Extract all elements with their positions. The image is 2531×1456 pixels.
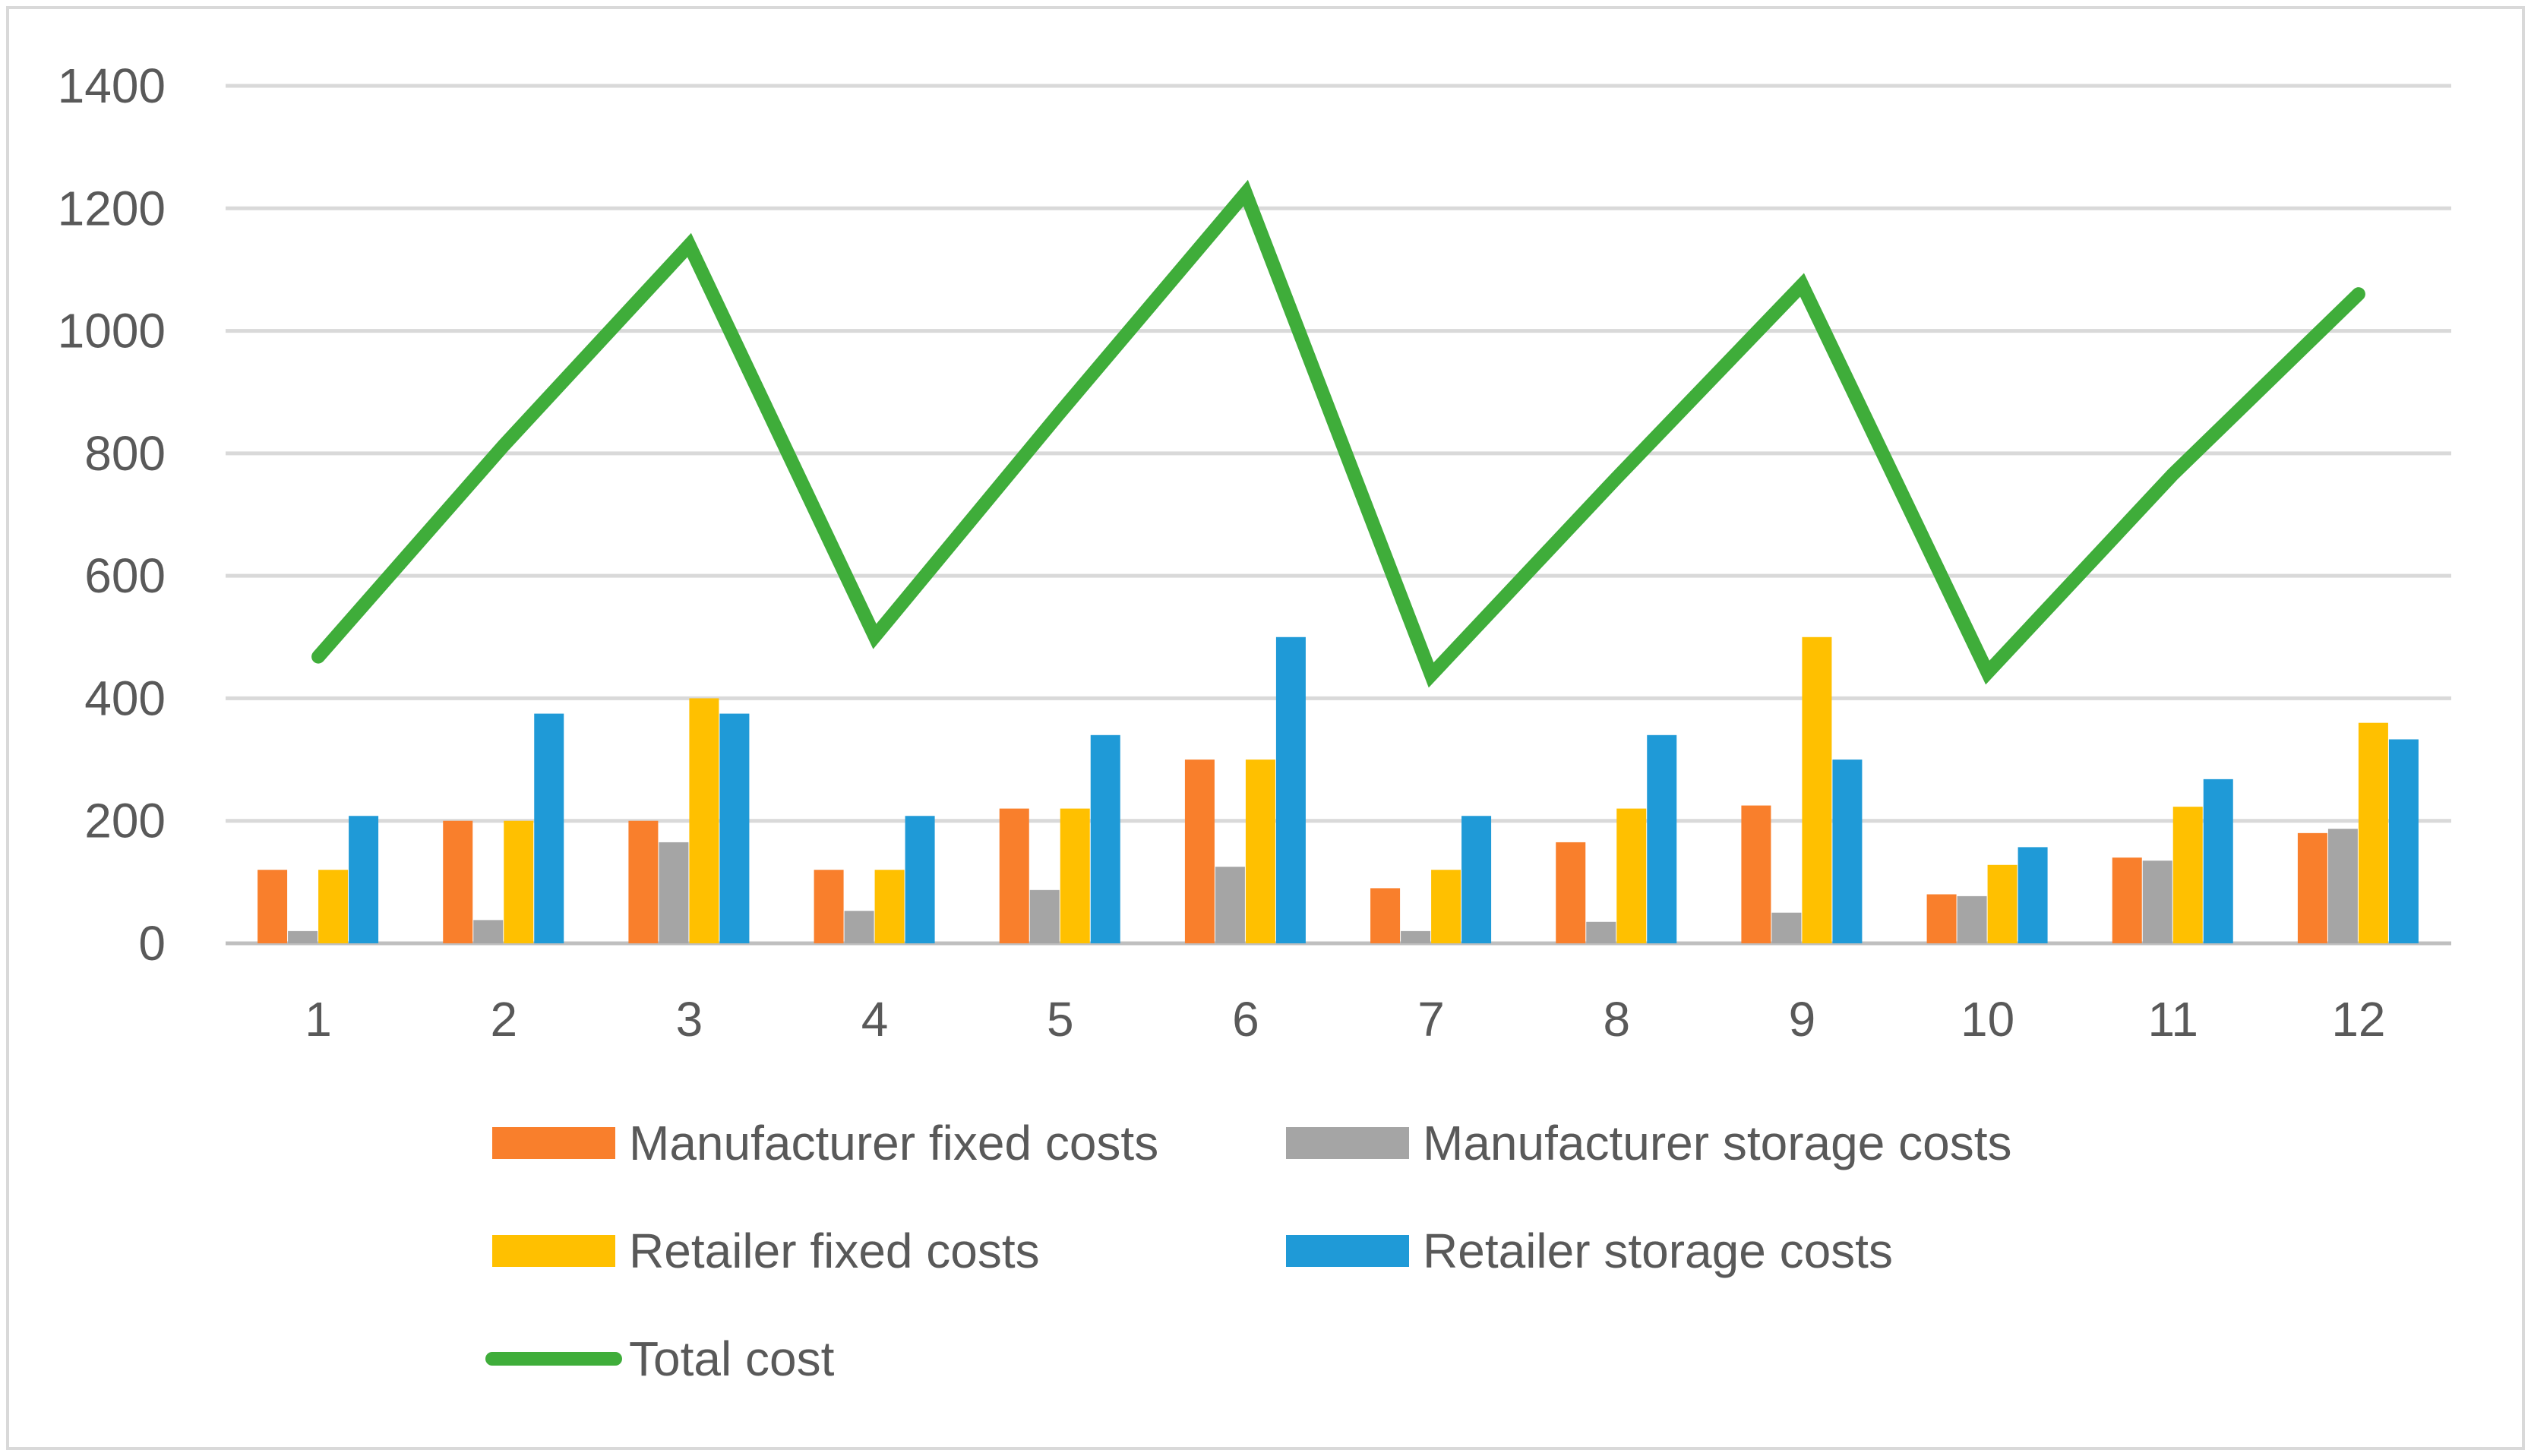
bar xyxy=(1060,808,1090,943)
bar xyxy=(689,698,719,943)
bar xyxy=(1771,912,1802,943)
y-tick-label: 1000 xyxy=(58,304,166,358)
bar xyxy=(1556,842,1586,943)
bar xyxy=(2018,847,2048,943)
bar xyxy=(2297,832,2327,943)
bar xyxy=(1401,930,1431,943)
bar xyxy=(1987,864,2018,943)
bar xyxy=(999,808,1029,943)
bar xyxy=(1090,734,1120,943)
line-point xyxy=(1987,672,1989,674)
legend-label: Manufacturer storage costs xyxy=(1423,1116,2011,1170)
bar xyxy=(2327,829,2358,943)
bar xyxy=(318,870,349,943)
legend-label: Retailer storage costs xyxy=(1423,1224,1893,1278)
bar xyxy=(1029,889,1060,943)
bar xyxy=(473,920,504,943)
legend-label: Manufacturer fixed costs xyxy=(629,1116,1158,1170)
bar xyxy=(2203,779,2233,943)
bar xyxy=(288,930,318,943)
x-tick-label: 1 xyxy=(305,992,332,1047)
x-tick-label: 10 xyxy=(1961,992,2014,1047)
bar xyxy=(349,816,379,943)
line-point xyxy=(1245,192,1247,194)
x-tick-label: 3 xyxy=(676,992,703,1047)
x-tick-label: 4 xyxy=(861,992,889,1047)
bar xyxy=(1431,870,1461,943)
bar xyxy=(1215,867,1245,943)
bar-series xyxy=(258,636,2419,943)
bar xyxy=(443,820,473,943)
bar xyxy=(844,911,874,943)
bar xyxy=(1184,760,1215,943)
bar xyxy=(1245,760,1275,943)
y-tick-label: 1400 xyxy=(58,58,166,113)
bar xyxy=(905,816,935,943)
bar xyxy=(874,870,905,943)
x-axis-ticks: 1 2 3 4 5 6 7 8 9 10 11 12 xyxy=(305,992,2385,1047)
bar xyxy=(504,820,534,943)
bar xyxy=(1802,636,1832,943)
y-tick-label: 0 xyxy=(138,916,166,971)
y-tick-label: 1200 xyxy=(58,181,166,235)
bar xyxy=(1275,636,1306,943)
x-tick-label: 11 xyxy=(2148,992,2198,1047)
bar xyxy=(1926,894,1957,943)
line-point xyxy=(2172,473,2174,475)
line-point xyxy=(2358,293,2359,295)
legend-swatch xyxy=(492,1235,615,1267)
bar xyxy=(2358,722,2388,943)
line-series xyxy=(311,179,2365,688)
bar xyxy=(659,842,689,943)
bar xyxy=(1647,734,1677,943)
bar xyxy=(1616,808,1647,943)
x-tick-label: 5 xyxy=(1047,992,1074,1047)
bar xyxy=(2142,861,2172,943)
line-point xyxy=(1801,284,1803,286)
bar xyxy=(2172,807,2203,943)
bar xyxy=(1741,805,1771,943)
y-tick-label: 800 xyxy=(84,426,166,481)
gridlines xyxy=(226,84,2451,946)
bar xyxy=(2388,739,2419,943)
bar xyxy=(534,713,564,943)
x-tick-label: 6 xyxy=(1232,992,1259,1047)
y-tick-label: 400 xyxy=(84,671,166,725)
chart-border xyxy=(6,6,2525,1450)
legend-swatch xyxy=(1286,1235,1409,1267)
bar xyxy=(1586,921,1616,943)
x-tick-label: 7 xyxy=(1417,992,1445,1047)
legend-swatch xyxy=(492,1127,615,1159)
x-tick-label: 9 xyxy=(1789,992,1816,1047)
series-line xyxy=(311,179,2365,688)
y-tick-label: 600 xyxy=(84,548,166,603)
bar xyxy=(628,820,659,943)
legend-swatch xyxy=(1286,1127,1409,1159)
y-axis-ticks: 0 200 400 600 800 1000 1200 1400 xyxy=(58,58,166,971)
bar xyxy=(1461,816,1492,943)
bar xyxy=(1370,888,1401,943)
x-tick-label: 12 xyxy=(2331,992,2385,1047)
legend-label: Retailer fixed costs xyxy=(629,1224,1040,1278)
y-tick-label: 200 xyxy=(84,794,166,848)
bar xyxy=(2112,857,2142,943)
x-tick-label: 2 xyxy=(490,992,517,1047)
legend-label: Total cost xyxy=(629,1331,835,1386)
bar xyxy=(719,713,750,943)
bar xyxy=(258,870,288,943)
line-point xyxy=(1430,674,1432,676)
bar xyxy=(1957,895,1987,943)
x-tick-label: 8 xyxy=(1603,992,1630,1047)
line-point xyxy=(318,656,319,658)
legend: Manufacturer fixed costs Manufacturer sto… xyxy=(485,1116,2011,1386)
bar xyxy=(1832,760,1863,943)
bar xyxy=(814,870,844,943)
